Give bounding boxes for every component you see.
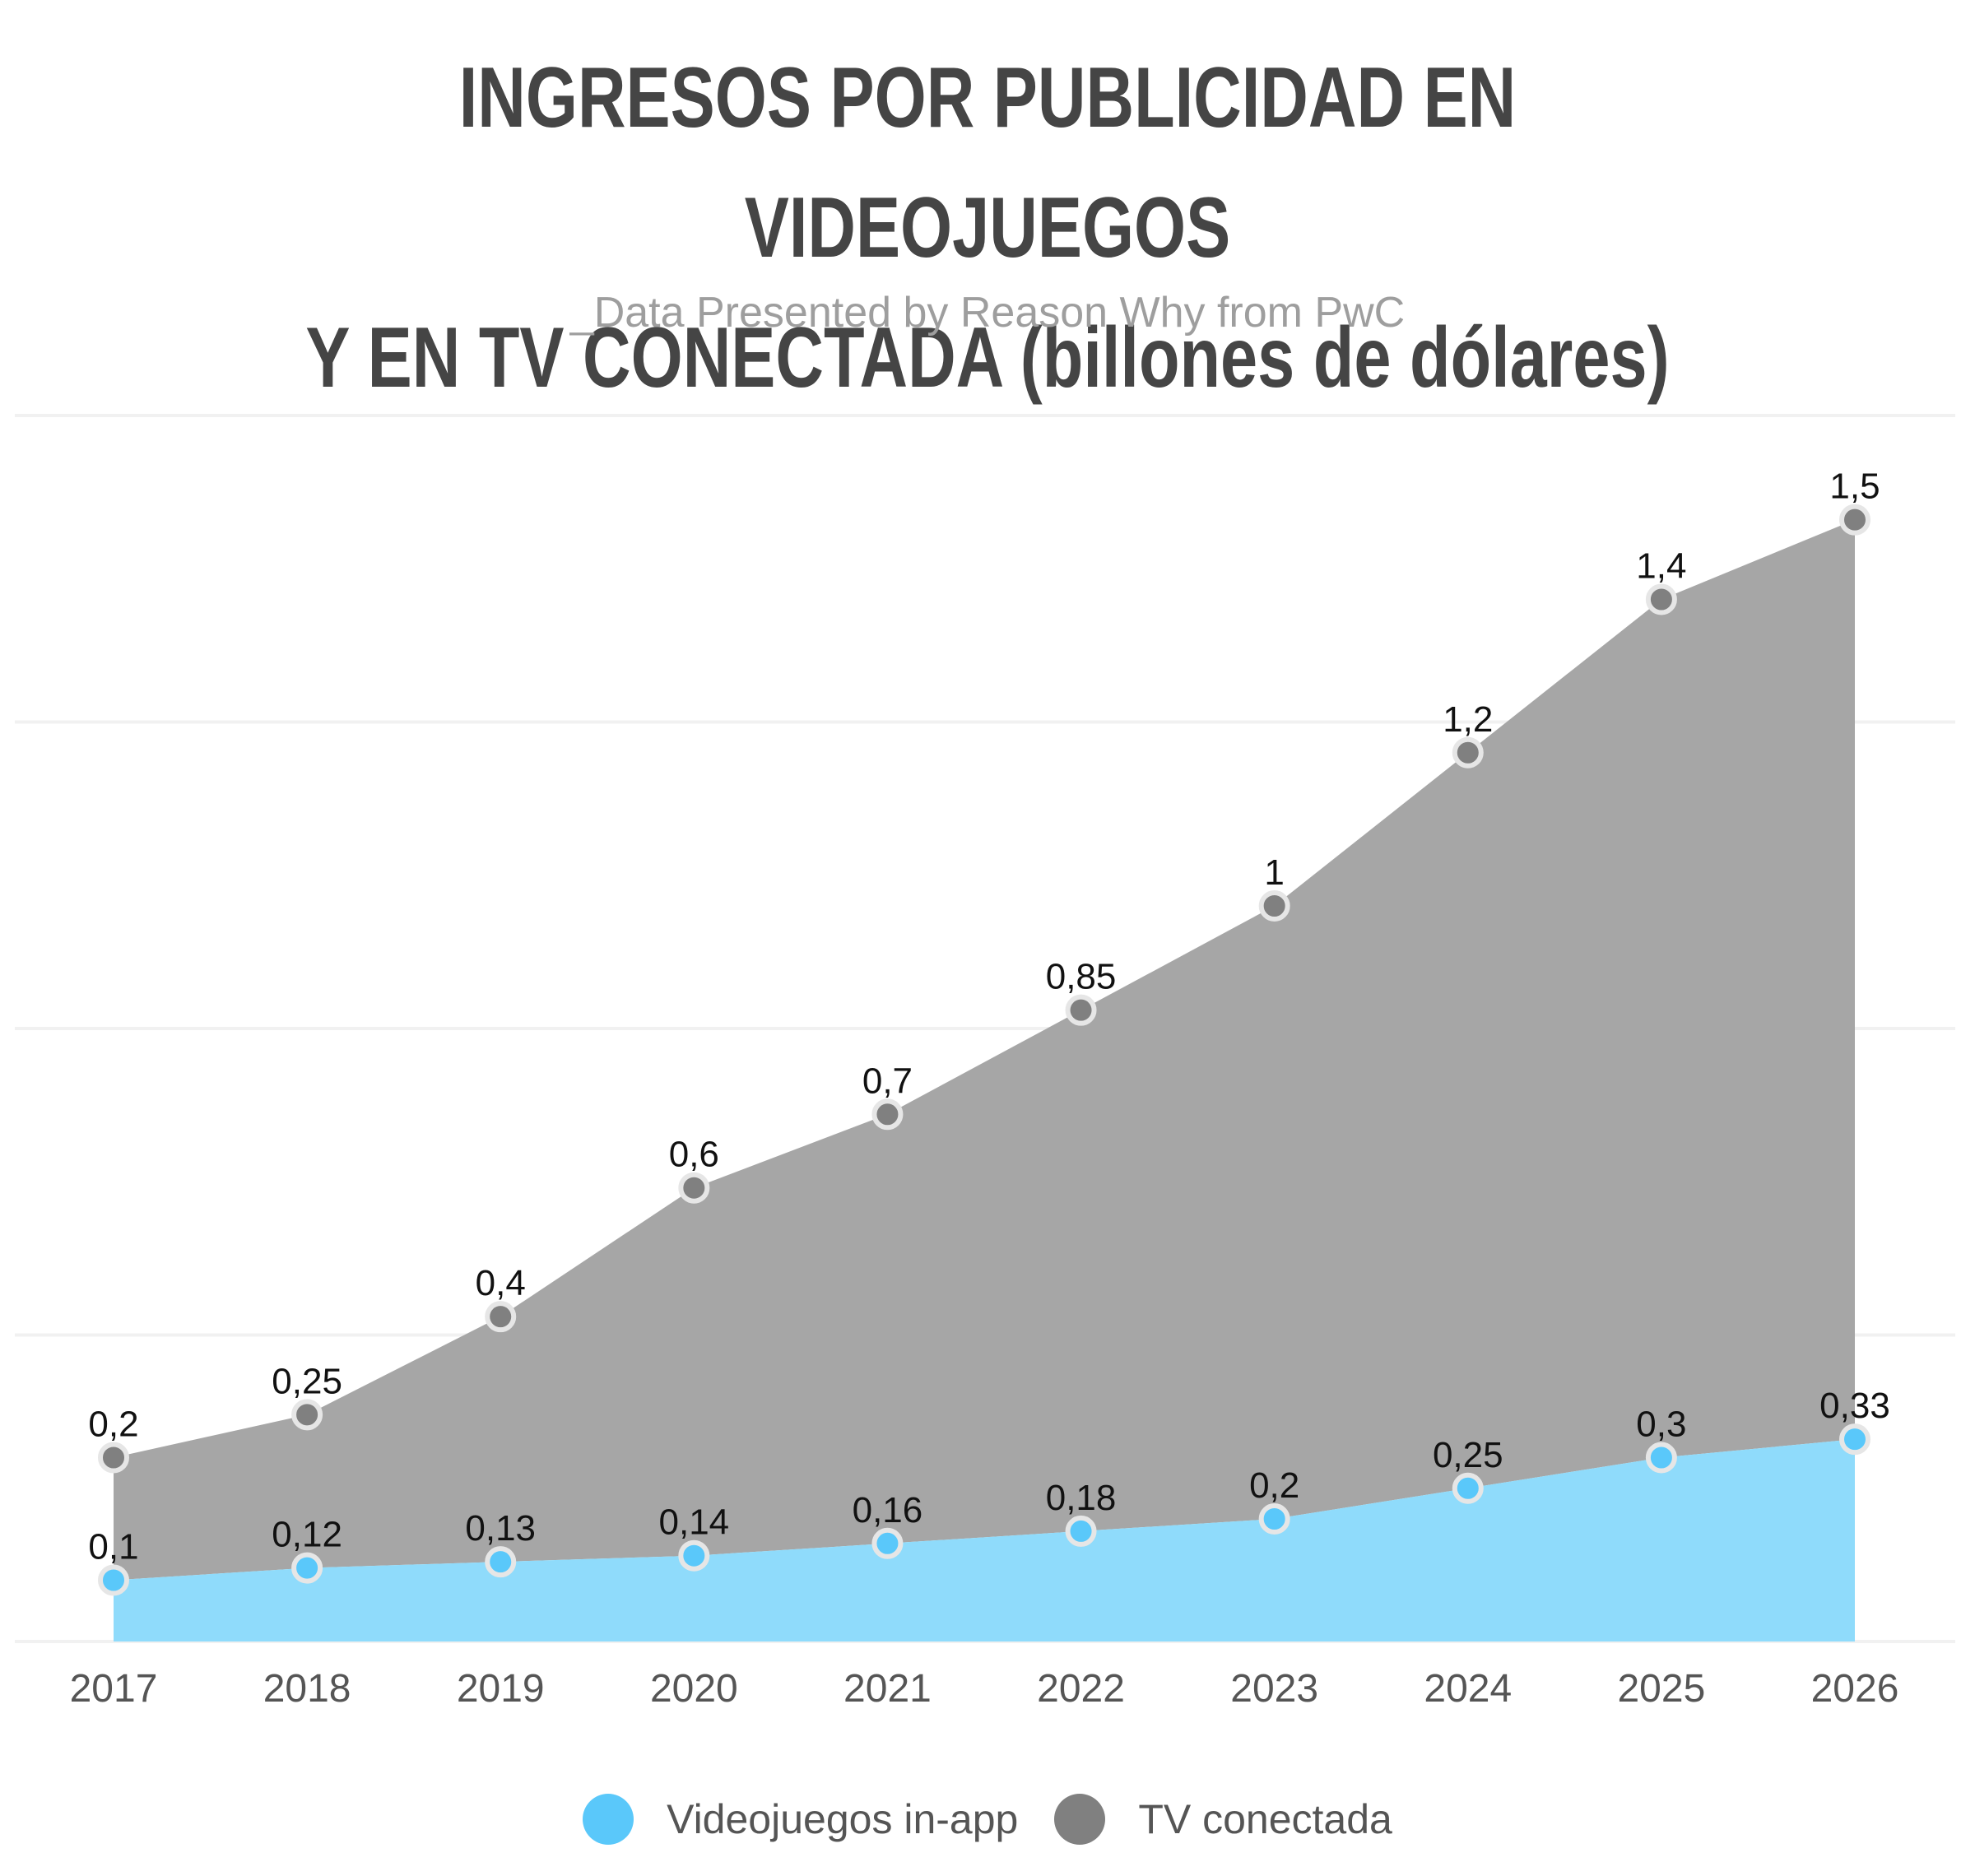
point-videojuegos-2023 bbox=[1258, 1503, 1290, 1535]
legend-label-tv: TV conectada bbox=[1138, 1796, 1392, 1842]
label-videojuegos-2020: 0,14 bbox=[659, 1502, 730, 1543]
label-tv-2020: 0,6 bbox=[669, 1135, 719, 1175]
legend-item-tv: TV conectada bbox=[1054, 1794, 1392, 1845]
point-videojuegos-2026 bbox=[1839, 1423, 1870, 1456]
chart-title: INGRESOS POR PUBLICIDAD EN VIDEOJUEGOS Y… bbox=[217, 33, 1758, 423]
point-tv-2026 bbox=[1839, 504, 1870, 536]
label-tv-2024: 1,2 bbox=[1443, 699, 1493, 740]
x-tick-2022: 2022 bbox=[1037, 1667, 1125, 1711]
point-videojuegos-2017 bbox=[98, 1564, 129, 1596]
chart-title-line-2: Y EN TV CONECTADA (billones de dólares) bbox=[305, 310, 1670, 406]
label-tv-2017: 0,2 bbox=[88, 1405, 138, 1445]
point-videojuegos-2020 bbox=[678, 1539, 710, 1572]
area-videojuegos bbox=[114, 1439, 1855, 1642]
x-tick-2025: 2025 bbox=[1617, 1667, 1705, 1711]
legend-swatch-tv bbox=[1054, 1794, 1106, 1845]
label-tv-2023: 1 bbox=[1264, 852, 1284, 893]
label-videojuegos-2025: 0,3 bbox=[1636, 1405, 1686, 1445]
label-tv-2021: 0,7 bbox=[862, 1061, 913, 1101]
x-tick-2021: 2021 bbox=[843, 1667, 932, 1711]
data-labels: 0,2 0,25 0,4 0,6 0,7 0,85 1 1,2 1,4 1,5 0,1 0,12 0,1… bbox=[88, 467, 1889, 1567]
point-tv-2019 bbox=[485, 1301, 517, 1333]
x-tick-2017: 2017 bbox=[70, 1667, 158, 1711]
point-tv-2018 bbox=[291, 1399, 323, 1431]
point-videojuegos-2018 bbox=[291, 1552, 323, 1584]
label-videojuegos-2026: 0,33 bbox=[1819, 1386, 1890, 1426]
x-tick-2024: 2024 bbox=[1424, 1667, 1512, 1711]
point-tv-2024 bbox=[1452, 736, 1484, 769]
label-tv-2019: 0,4 bbox=[476, 1263, 526, 1303]
label-videojuegos-2022: 0,18 bbox=[1046, 1478, 1117, 1518]
chart-areas bbox=[114, 519, 1855, 1642]
x-tick-2026: 2026 bbox=[1811, 1667, 1899, 1711]
x-tick-2019: 2019 bbox=[457, 1667, 545, 1711]
point-tv-2022 bbox=[1065, 994, 1097, 1026]
label-videojuegos-2018: 0,12 bbox=[272, 1515, 342, 1555]
label-videojuegos-2023: 0,2 bbox=[1249, 1465, 1299, 1506]
data-points bbox=[98, 504, 1870, 1596]
label-videojuegos-2021: 0,16 bbox=[853, 1490, 923, 1530]
point-tv-2023 bbox=[1258, 890, 1290, 922]
legend-swatch-videojuegos bbox=[583, 1794, 634, 1845]
x-tick-2020: 2020 bbox=[650, 1667, 738, 1711]
label-videojuegos-2017: 0,1 bbox=[88, 1527, 138, 1567]
legend: Videojuegos in-app TV conectada bbox=[0, 1794, 1975, 1845]
point-videojuegos-2022 bbox=[1065, 1515, 1097, 1547]
x-tick-2018: 2018 bbox=[263, 1667, 351, 1711]
label-tv-2018: 0,25 bbox=[272, 1361, 342, 1401]
label-tv-2022: 0,85 bbox=[1046, 957, 1117, 997]
point-tv-2025 bbox=[1645, 583, 1677, 615]
label-tv-2025: 1,4 bbox=[1636, 546, 1686, 587]
area-tv-conectada bbox=[114, 519, 1855, 1581]
point-tv-2017 bbox=[98, 1442, 129, 1474]
x-axis: 2017 2018 2019 2020 2021 2022 2023 2024 2025 2026 bbox=[70, 1667, 1899, 1711]
chart-subtitle: _Data Presented by Reason Why from PwC bbox=[569, 289, 1406, 337]
point-videojuegos-2024 bbox=[1452, 1472, 1484, 1504]
point-tv-2020 bbox=[678, 1172, 710, 1204]
point-videojuegos-2019 bbox=[485, 1546, 517, 1578]
point-videojuegos-2025 bbox=[1645, 1442, 1677, 1474]
point-tv-2021 bbox=[871, 1098, 904, 1131]
label-videojuegos-2019: 0,13 bbox=[465, 1508, 536, 1549]
chart-title-line-1: INGRESOS POR PUBLICIDAD EN VIDEOJUEGOS bbox=[458, 50, 1517, 276]
label-tv-2026: 1,5 bbox=[1829, 467, 1880, 507]
x-tick-2023: 2023 bbox=[1230, 1667, 1318, 1711]
legend-label-videojuegos: Videojuegos in-app bbox=[667, 1796, 1019, 1842]
label-videojuegos-2024: 0,25 bbox=[1433, 1435, 1503, 1475]
legend-item-videojuegos: Videojuegos in-app bbox=[583, 1794, 1018, 1845]
point-videojuegos-2021 bbox=[871, 1527, 904, 1559]
